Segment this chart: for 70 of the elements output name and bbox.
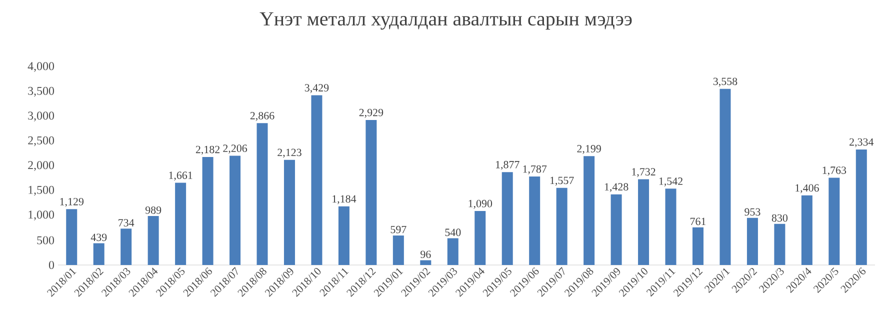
bar — [584, 156, 595, 265]
bar — [202, 156, 214, 265]
bar — [502, 172, 513, 265]
bar — [529, 176, 540, 265]
data-label: 1,732 — [632, 168, 656, 178]
data-label: 3,558 — [713, 78, 738, 87]
data-label: 2,199 — [577, 145, 601, 154]
data-label: 1,877 — [496, 160, 520, 170]
data-label: 2,123 — [278, 148, 302, 158]
data-label: 1,428 — [604, 183, 628, 192]
y-tick-label: 3,500 — [28, 86, 54, 97]
data-label: 2,334 — [850, 138, 874, 148]
data-label: 1,090 — [468, 200, 492, 209]
data-label: 1,542 — [659, 178, 682, 186]
bar — [665, 188, 676, 265]
data-label: 1,763 — [822, 166, 846, 176]
bar — [120, 228, 132, 265]
bar — [230, 156, 241, 265]
y-tick-label: 1,000 — [28, 210, 54, 220]
bar — [692, 227, 704, 265]
data-label: 1,787 — [523, 165, 547, 174]
data-label: 734 — [118, 219, 134, 226]
data-label: 989 — [145, 206, 162, 214]
y-tick-label: 500 — [37, 236, 54, 244]
data-label: 3,429 — [304, 84, 329, 94]
data-label: 597 — [390, 226, 406, 234]
data-label: 1,184 — [332, 195, 356, 204]
y-tick-label: 3,000 — [28, 112, 54, 122]
bar — [311, 95, 322, 265]
bar — [148, 216, 159, 265]
bar — [447, 238, 458, 265]
data-label: 830 — [772, 214, 788, 222]
data-label: 2,866 — [250, 112, 274, 121]
data-label: 2,929 — [359, 108, 384, 118]
bar — [556, 188, 568, 265]
y-tick-label: 0 — [48, 260, 54, 270]
bar — [420, 260, 432, 265]
data-label: 96 — [420, 250, 431, 258]
data-label: 540 — [445, 228, 461, 236]
y-tick-label: 1,500 — [28, 186, 54, 196]
y-tick-label: 2,500 — [28, 136, 54, 146]
bar — [828, 178, 840, 265]
data-label: 1,406 — [796, 184, 819, 194]
bar — [474, 211, 486, 265]
data-label: 1,661 — [169, 172, 192, 181]
bar — [610, 194, 622, 265]
data-label: 1,557 — [550, 176, 574, 186]
bar — [638, 179, 650, 265]
bar — [338, 206, 350, 265]
chart-title: Үнэт металл худалдан авалтын сарын мэдээ — [260, 12, 632, 30]
bar — [774, 224, 786, 265]
y-tick-label: 2,000 — [28, 161, 54, 171]
data-label: 953 — [744, 208, 760, 216]
data-label: 439 — [90, 234, 107, 242]
bar — [366, 120, 377, 265]
y-tick-label: 4,000 — [28, 62, 54, 72]
bar — [392, 235, 404, 265]
data-label: 761 — [690, 218, 706, 226]
bar — [720, 88, 731, 265]
data-label: 1,129 — [60, 198, 84, 207]
bar — [746, 218, 758, 265]
bar — [284, 160, 295, 265]
bar — [66, 209, 78, 265]
bar — [175, 182, 186, 265]
bar — [801, 195, 812, 265]
data-label: 2,206 — [223, 144, 248, 154]
data-label: 2,182 — [196, 146, 220, 155]
bar — [856, 149, 867, 265]
bar — [256, 123, 268, 265]
bar — [93, 243, 104, 265]
